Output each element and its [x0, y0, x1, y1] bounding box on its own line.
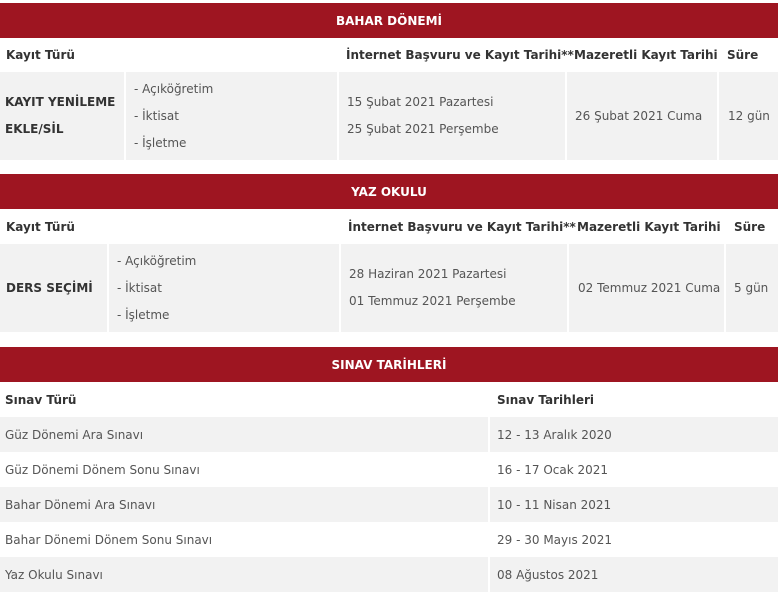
col-header-mazeretli: Mazeretli Kayıt Tarihi [574, 47, 718, 62]
late-registration-date: 02 Temmuz 2021 Cuma [578, 281, 721, 295]
col-header-sure: Süre [734, 219, 766, 234]
col-header-sinav-turu: Sınav Türü [5, 392, 77, 407]
registration-type: DERS SEÇİMİ [6, 281, 93, 295]
col-header-sure: Süre [727, 47, 759, 62]
duration: 5 gün [734, 281, 769, 295]
bahar-section-header: BAHAR DÖNEMİ [0, 3, 778, 38]
table-row: Güz Dönemi Ara Sınavı 12 - 13 Aralık 2020 [0, 417, 778, 452]
col-header-internet: İnternet Başvuru ve Kayıt Tarihi** [348, 219, 576, 234]
col-header-kayit-turu: Kayıt Türü [6, 219, 75, 234]
duration: 12 gün [728, 109, 770, 123]
late-registration-date: 26 Şubat 2021 Cuma [575, 109, 703, 123]
col-header-kayit-turu: Kayıt Türü [6, 47, 75, 62]
table-header-row: Sınav Türü Sınav Tarihleri [0, 382, 778, 417]
program-list: - Açıköğretim - İktisat - İşletme [117, 253, 197, 322]
sinav-section-header: SINAV TARİHLERİ [0, 347, 778, 382]
col-header-sinav-tarihleri: Sınav Tarihleri [497, 392, 594, 407]
table-row: Güz Dönemi Dönem Sonu Sınavı 16 - 17 Ocak… [5, 462, 609, 477]
col-header-internet: İnternet Başvuru ve Kayıt Tarihi** [346, 47, 574, 62]
table-row: Bahar Dönemi Dönem Sonu Sınavı 29 - 30 Ma… [5, 532, 613, 547]
table-row: Bahar Dönemi Ara Sınavı 10 - 11 Nisan 202… [0, 487, 778, 522]
yaz-section-header: YAZ OKULU [0, 174, 778, 209]
program-list: - Açıköğretim - İktisat - İşletme [134, 81, 214, 150]
table-row: Yaz Okulu Sınavı 08 Ağustos 2021 [0, 557, 778, 592]
internet-dates: 15 Şubat 2021 Pazartesi 25 Şubat 2021 Per… [347, 95, 499, 136]
col-header-mazeretli: Mazeretli Kayıt Tarihi [577, 219, 721, 234]
internet-dates: 28 Haziran 2021 Pazartesi 01 Temmuz 2021 … [349, 267, 516, 308]
registration-type: KAYIT YENİLEME EKLE/SİL [5, 95, 116, 136]
